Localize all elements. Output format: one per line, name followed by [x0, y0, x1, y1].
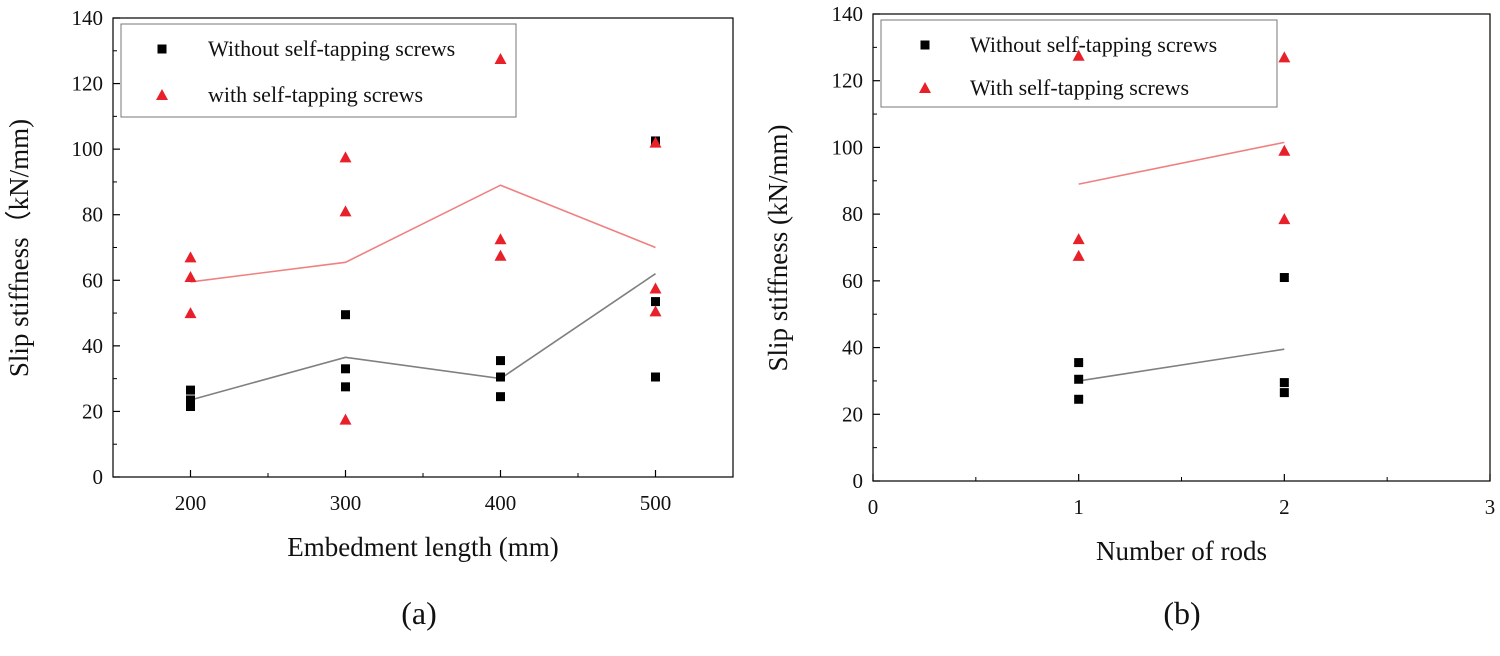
legend-marker: [919, 82, 931, 93]
data-point-with-self-tapping-screws: [339, 413, 352, 425]
data-point-with-self-tapping-screws: [1072, 249, 1085, 261]
legend-label: with self-tapping screws: [208, 82, 423, 107]
x-tick-label: 2: [1279, 495, 1290, 519]
x-tick-label: 300: [330, 491, 362, 515]
x-tick-label: 1: [1073, 495, 1084, 519]
data-point-without-self-tapping-screws: [651, 297, 660, 307]
data-point-without-self-tapping-screws: [496, 356, 505, 366]
data-point-without-self-tapping-screws: [186, 395, 195, 405]
data-point-without-self-tapping-screws: [496, 372, 505, 382]
y-tick-label: 60: [842, 269, 863, 293]
x-tick-label: 0: [868, 495, 879, 519]
legend-marker: [156, 89, 168, 100]
x-tick-label: 500: [640, 491, 672, 515]
data-point-without-self-tapping-screws: [1074, 358, 1084, 368]
y-tick-label: 20: [842, 402, 863, 426]
trend-line-without-self-tapping-screws: [190, 273, 656, 401]
y-axis-title: Slip stiffness (kN/mm): [763, 124, 793, 371]
data-point-without-self-tapping-screws: [651, 372, 660, 382]
data-point-without-self-tapping-screws: [341, 382, 350, 392]
data-point-without-self-tapping-screws: [1074, 394, 1084, 404]
data-point-with-self-tapping-screws: [649, 282, 662, 294]
x-tick-label: 200: [175, 491, 207, 515]
data-point-with-self-tapping-screws: [1278, 51, 1291, 63]
data-point-with-self-tapping-screws: [1278, 213, 1291, 225]
y-tick-label: 20: [82, 399, 103, 423]
chart-panel-b: 0 20 40 60 80 100 120 140 0 1 2 3 Number of rods Slip…: [763, 2, 1495, 631]
y-tick-label: 100: [832, 135, 864, 159]
x-axis-title: Number of rods: [1096, 536, 1267, 566]
trend-line-with-self-tapping-screws: [190, 184, 656, 283]
data-point-with-self-tapping-screws: [339, 205, 352, 217]
panel-label: (b): [1163, 595, 1200, 631]
y-tick-label: 80: [842, 202, 863, 226]
data-point-without-self-tapping-screws: [1279, 273, 1289, 283]
data-point-with-self-tapping-screws: [649, 136, 662, 148]
y-tick-label: 60: [82, 268, 103, 292]
legend-label: Without self-tapping screws: [970, 32, 1217, 57]
data-point-without-self-tapping-screws: [341, 310, 350, 320]
y-tick-label: 0: [853, 469, 864, 493]
y-tick-label: 140: [72, 6, 104, 30]
y-tick-label: 120: [832, 69, 864, 93]
data-point-with-self-tapping-screws: [184, 271, 197, 283]
data-point-with-self-tapping-screws: [184, 251, 197, 263]
data-point-without-self-tapping-screws: [1279, 388, 1289, 398]
legend: Without self-tapping screws with self-tap…: [120, 23, 517, 118]
legend-box: [880, 19, 1278, 108]
data-point-without-self-tapping-screws: [341, 364, 350, 374]
x-tick-label: 3: [1485, 495, 1496, 519]
data-point-with-self-tapping-screws: [494, 233, 507, 245]
y-tick-label: 120: [72, 72, 104, 96]
trend-line-with-self-tapping-screws: [1078, 141, 1285, 185]
legend-box: [120, 23, 517, 118]
x-axis-title: Embedment length (mm): [287, 532, 558, 562]
trend-line-without-self-tapping-screws: [1078, 348, 1285, 382]
data-point-with-self-tapping-screws: [1278, 144, 1291, 156]
data-point-with-self-tapping-screws: [1072, 49, 1085, 61]
y-tick-label: 140: [832, 2, 864, 26]
data-point-without-self-tapping-screws: [1074, 374, 1084, 384]
y-tick-label: 40: [842, 336, 863, 360]
legend-label: Without self-tapping screws: [208, 36, 455, 61]
y-tick-label: 0: [93, 465, 104, 489]
data-point-with-self-tapping-screws: [184, 307, 197, 319]
panel-label: (a): [401, 595, 437, 631]
legend-marker: [920, 40, 930, 50]
legend-label: With self-tapping screws: [970, 75, 1189, 100]
data-point-without-self-tapping-screws: [186, 402, 195, 412]
y-tick-label: 100: [72, 137, 104, 161]
y-axis-title: Slip stiffness（kN/mm): [4, 119, 34, 377]
data-point-with-self-tapping-screws: [649, 305, 662, 317]
data-point-with-self-tapping-screws: [1072, 233, 1085, 245]
data-point-with-self-tapping-screws: [494, 52, 507, 64]
data-point-without-self-tapping-screws: [496, 392, 505, 402]
data-point-without-self-tapping-screws: [1279, 378, 1289, 388]
legend: Without self-tapping screws With self-tap…: [880, 19, 1278, 108]
x-tick-label: 400: [485, 491, 517, 515]
data-point-without-self-tapping-screws: [186, 385, 195, 395]
legend-marker: [157, 44, 167, 54]
y-tick-label: 80: [82, 203, 103, 227]
data-point-with-self-tapping-screws: [494, 249, 507, 261]
data-point-with-self-tapping-screws: [339, 151, 352, 163]
y-tick-label: 40: [82, 334, 103, 358]
chart-panel-a: 0 20 40 60 80 100 120 140 200 300 400 500 Embedment …: [4, 6, 734, 631]
